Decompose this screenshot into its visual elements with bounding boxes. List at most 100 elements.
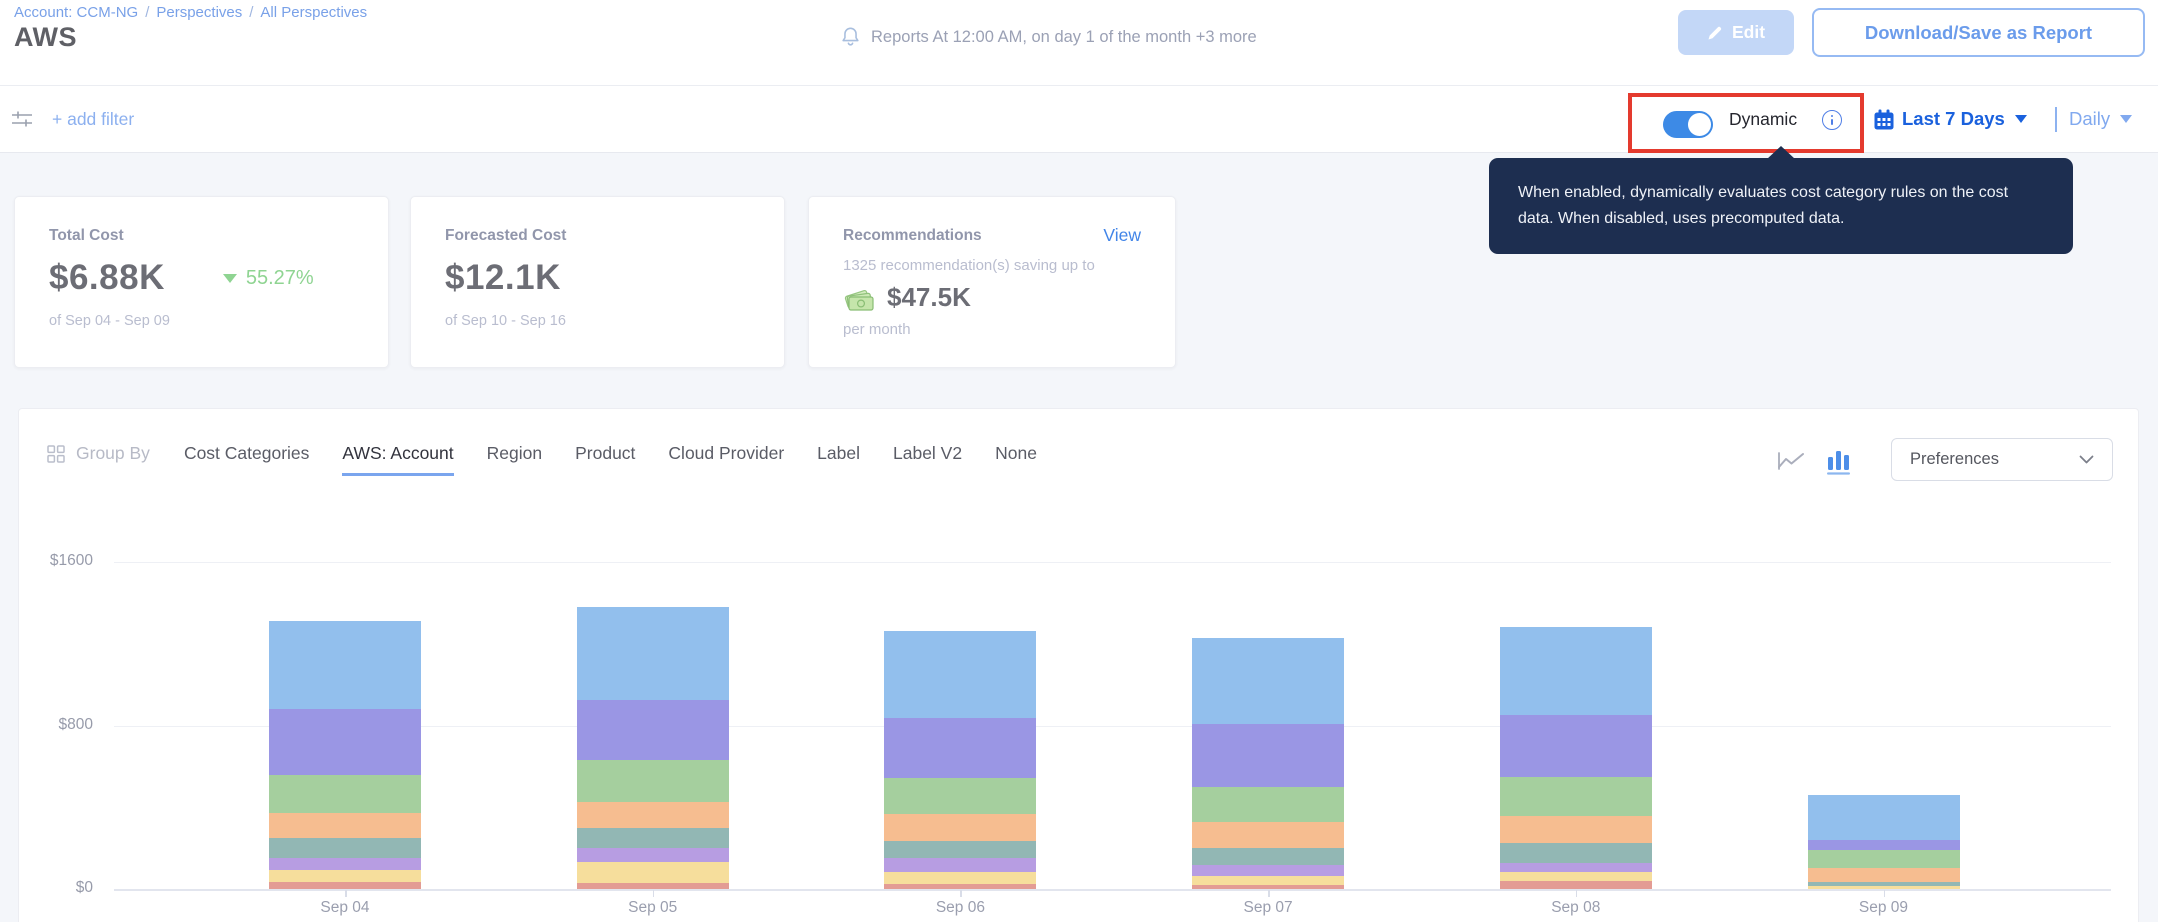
bar-segment-account-8-blue[interactable] xyxy=(1499,626,1652,715)
forecasted-cost-period: of Sep 10 - Sep 16 xyxy=(445,313,566,329)
granularity-label: Daily xyxy=(2069,108,2111,129)
bar-segment-account-2-yellow[interactable] xyxy=(1807,885,1960,889)
divider xyxy=(2055,107,2057,132)
breadcrumb[interactable]: Account: CCM-NG / Perspectives / All Perspec… xyxy=(14,4,367,21)
bar-segment-account-1-salmon[interactable] xyxy=(576,883,729,889)
x-axis-tick xyxy=(345,890,347,897)
y-axis-tick-label: $0 xyxy=(75,879,93,896)
triangle-down-icon xyxy=(222,273,237,283)
recommendations-title: Recommendations xyxy=(843,226,982,244)
bar-segment-account-3-lavender[interactable] xyxy=(576,848,729,862)
bar-segment-account-1-salmon[interactable] xyxy=(269,881,421,889)
bar-segment-account-8-blue[interactable] xyxy=(1192,638,1345,724)
dynamic-toggle[interactable] xyxy=(1663,111,1713,138)
group-by-tab-none[interactable]: None xyxy=(995,443,1037,463)
bar-segment-account-3-lavender[interactable] xyxy=(1499,862,1652,872)
group-by-tab-cost-categories[interactable]: Cost Categories xyxy=(183,443,310,463)
group-by-row: Group By Cost Categories AWS: Account Regi… xyxy=(46,439,1037,476)
bar-segment-account-2-yellow[interactable] xyxy=(884,871,1037,885)
edit-button[interactable]: Edit xyxy=(1678,10,1794,55)
bar-segment-account-6-green[interactable] xyxy=(576,760,729,802)
bar-segment-account-1-salmon[interactable] xyxy=(884,884,1037,889)
bar-segment-account-6-green[interactable] xyxy=(1192,786,1345,822)
bar-segment-account-6-green[interactable] xyxy=(884,778,1037,814)
chart-bar-sep-09[interactable] xyxy=(1807,794,1960,889)
bar-segment-account-6-green[interactable] xyxy=(1807,850,1960,869)
page-title: AWS xyxy=(14,22,78,52)
view-recommendations-link[interactable]: View xyxy=(1103,225,1141,245)
bell-icon xyxy=(842,27,859,46)
breadcrumb-item[interactable]: Perspectives xyxy=(156,4,243,21)
breadcrumb-item[interactable]: Account: CCM-NG xyxy=(14,4,139,21)
total-cost-value: $6.88K xyxy=(49,258,165,297)
chart-bar-sep-04[interactable] xyxy=(269,621,421,889)
bar-segment-account-1-salmon[interactable] xyxy=(1499,880,1652,889)
bar-segment-account-7-purple[interactable] xyxy=(1807,840,1960,851)
bar-segment-account-8-blue[interactable] xyxy=(884,630,1037,719)
forecasted-cost-card: Forecasted Cost $12.1K of Sep 10 - Sep 1… xyxy=(410,196,785,368)
bar-segment-account-3-lavender[interactable] xyxy=(1192,864,1345,877)
chart-bar-sep-08[interactable] xyxy=(1499,626,1652,889)
bar-segment-account-4-teal[interactable] xyxy=(576,828,729,849)
x-axis-tick xyxy=(1883,890,1885,897)
bar-segment-account-4-teal[interactable] xyxy=(269,837,421,859)
bar-segment-account-8-blue[interactable] xyxy=(576,606,729,701)
download-save-report-button[interactable]: Download/Save as Report xyxy=(1812,8,2145,57)
bar-segment-account-7-purple[interactable] xyxy=(269,709,421,775)
group-by-tab-region[interactable]: Region xyxy=(486,443,543,463)
bar-segment-account-1-salmon[interactable] xyxy=(1192,884,1345,889)
group-by-tab-cloud-provider[interactable]: Cloud Provider xyxy=(668,443,785,463)
recommendations-card: Recommendations View 1325 recommendation… xyxy=(808,196,1176,368)
bar-segment-account-7-purple[interactable] xyxy=(884,718,1037,778)
group-by-tab-label[interactable]: Label xyxy=(817,443,860,463)
bar-chart-icon[interactable] xyxy=(1824,449,1854,475)
bar-segment-account-4-teal[interactable] xyxy=(884,841,1037,859)
breadcrumb-separator: / xyxy=(145,4,150,21)
report-schedule-text: Reports At 12:00 AM, on day 1 of the mon… xyxy=(871,27,1257,46)
bar-segment-account-5-orange[interactable] xyxy=(269,813,421,838)
bar-segment-account-2-yellow[interactable] xyxy=(269,869,421,882)
bar-segment-account-8-blue[interactable] xyxy=(269,621,421,710)
bar-segment-account-5-orange[interactable] xyxy=(1499,816,1652,843)
bar-segment-account-3-lavender[interactable] xyxy=(884,858,1037,872)
group-by-tab-aws-account[interactable]: AWS: Account xyxy=(342,439,454,476)
date-range-dropdown[interactable]: Last 7 Days xyxy=(1902,86,2027,152)
bar-segment-account-5-orange[interactable] xyxy=(1192,821,1345,849)
dynamic-toggle-label: Dynamic xyxy=(1729,108,1798,129)
breadcrumb-item[interactable]: All Perspectives xyxy=(260,4,368,21)
bar-segment-account-6-green[interactable] xyxy=(1499,776,1652,817)
chart-bar-sep-05[interactable] xyxy=(576,606,729,889)
info-icon[interactable] xyxy=(1822,110,1842,130)
bar-segment-account-4-teal[interactable] xyxy=(1499,842,1652,863)
add-filter-button[interactable]: + add filter xyxy=(52,108,135,129)
caret-down-icon xyxy=(2014,115,2027,123)
bar-segment-account-2-yellow[interactable] xyxy=(1192,876,1345,885)
download-button-label: Download/Save as Report xyxy=(1864,21,2093,43)
calendar-icon[interactable] xyxy=(1872,108,1896,132)
bar-segment-account-5-orange[interactable] xyxy=(1807,868,1960,882)
cost-chart-panel: Group By Cost Categories AWS: Account Regi… xyxy=(18,408,2139,922)
bar-segment-account-2-yellow[interactable] xyxy=(1499,871,1652,881)
bar-segment-account-5-orange[interactable] xyxy=(884,813,1037,842)
chart-bar-sep-07[interactable] xyxy=(1192,638,1345,889)
group-by-tab-label-v2[interactable]: Label V2 xyxy=(893,443,963,463)
bar-segment-account-6-green[interactable] xyxy=(269,774,421,814)
edit-button-label: Edit xyxy=(1731,22,1766,42)
bar-segment-account-7-purple[interactable] xyxy=(576,700,729,761)
bar-segment-account-4-teal[interactable] xyxy=(1807,881,1960,886)
bar-segment-account-2-yellow[interactable] xyxy=(576,861,729,884)
line-chart-icon[interactable] xyxy=(1776,449,1806,473)
filter-sliders-icon[interactable] xyxy=(9,107,35,131)
group-by-tab-product[interactable]: Product xyxy=(575,443,636,463)
chart-bar-sep-06[interactable] xyxy=(884,630,1037,889)
bar-segment-account-7-purple[interactable] xyxy=(1499,714,1652,777)
bar-segment-account-5-orange[interactable] xyxy=(576,801,729,829)
caret-down-icon xyxy=(2120,115,2133,123)
preferences-dropdown[interactable]: Preferences xyxy=(1891,438,2113,481)
bar-segment-account-7-purple[interactable] xyxy=(1192,723,1345,787)
bar-segment-account-4-teal[interactable] xyxy=(1192,848,1345,865)
granularity-dropdown[interactable]: Daily xyxy=(2069,86,2133,152)
bar-segment-account-8-blue[interactable] xyxy=(1807,794,1960,841)
bar-segment-account-3-lavender[interactable] xyxy=(269,858,421,870)
